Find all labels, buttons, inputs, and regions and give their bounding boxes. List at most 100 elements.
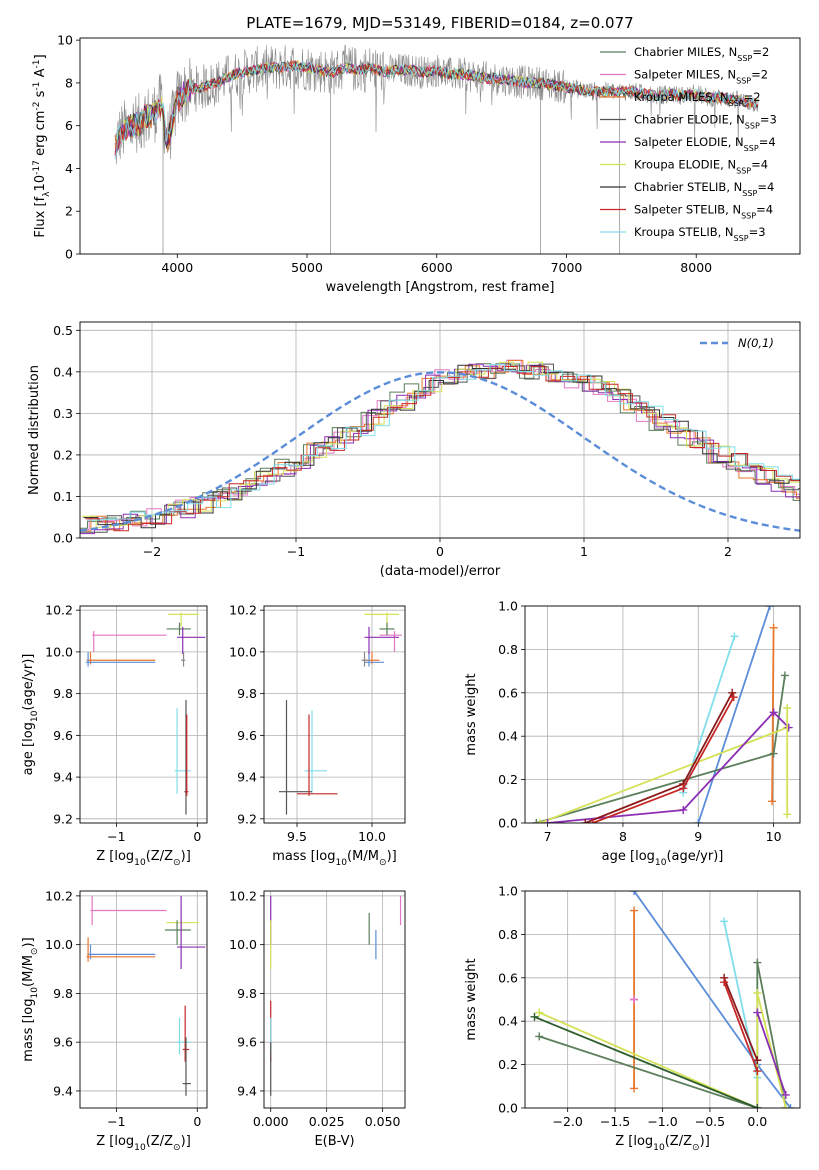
residual-panel-plot-area <box>80 359 800 535</box>
cross-marker <box>781 1090 790 1099</box>
data-point <box>182 1037 191 1096</box>
residual-histogram <box>85 366 800 532</box>
y-tick-label: 0.4 <box>53 364 73 379</box>
weight-line <box>539 726 788 823</box>
weight-vs-age-panel-axes: 7 8 9 10 0.0 0.2 0.4 0.6 0.8 1.0 age [log10(age/yr… <box>464 599 801 868</box>
x-tick-label: −0.5 <box>695 1114 725 1129</box>
x-tick-label: −1 <box>287 544 305 559</box>
data-point <box>92 631 167 652</box>
residual-legend: N(0,1) <box>700 336 774 350</box>
weight-series <box>768 623 778 806</box>
y-tick-label: 9.8 <box>53 686 73 701</box>
data-point <box>177 1017 191 1055</box>
y-tick-label: 10.2 <box>229 603 257 618</box>
weight-series <box>783 703 792 819</box>
mass-vs-extinction-panel-plot-area <box>270 895 402 1096</box>
y-tick-label: 0.0 <box>498 816 518 831</box>
weight-line <box>534 1016 758 1108</box>
legend-entry: Chabrier STELIB, NSSP=4 <box>634 180 774 198</box>
cross-marker <box>786 1104 795 1108</box>
legend-entry: Kroupa ELODIE, NSSP=4 <box>634 158 768 176</box>
data-point <box>364 651 384 667</box>
residual-histogram <box>80 363 800 533</box>
spectrum-panel-axes: 4000 5000 6000 7000 8000 0 2 4 6 8 10 wavelength [A… <box>32 14 801 295</box>
mass-vs-metallicity-panel-axes: −1 0 9.4 9.6 9.8 10.0 10.2 Z [log10(Z/Z⊙)] mass … <box>21 888 208 1153</box>
data-point <box>185 714 189 796</box>
cross-marker <box>694 819 703 823</box>
weight-vs-metallicity-panel-plot-area <box>530 891 795 1108</box>
chart-title: PLATE=1679, MJD=53149, FIBERID=0184, z=0… <box>246 14 633 32</box>
residual-histogram <box>83 364 800 529</box>
data-point <box>166 920 199 931</box>
weight-line <box>723 977 759 1061</box>
weight-vs-age-panel-plot-area <box>532 606 793 823</box>
legend-entry: N(0,1) <box>738 336 774 350</box>
x-tick-label: −1 <box>107 829 125 844</box>
residual-histogram <box>80 359 800 531</box>
cross-marker <box>630 1084 639 1093</box>
cross-marker <box>535 1032 544 1041</box>
data-point <box>86 937 156 962</box>
y-tick-label: 10.2 <box>229 888 257 903</box>
spectrum-panel-ylabel: Flux [fλ10-17 erg cm-2 s-1 A-1] <box>32 54 52 237</box>
weight-line <box>536 675 786 823</box>
spectrum-legend: Chabrier MILES, NSSP=2 Salpeter MILES, NS… <box>600 45 777 243</box>
residual-histogram <box>80 363 800 535</box>
data-point <box>364 626 399 654</box>
data-point <box>181 651 186 667</box>
age-vs-metallicity-panel-xlabel: Z [log10(Z/Z⊙)] <box>96 849 191 868</box>
y-tick-label: 1.0 <box>498 884 518 899</box>
age-vs-metallicity-panel-plot-area <box>85 612 206 815</box>
y-tick-label: 0.0 <box>498 1101 518 1116</box>
y-tick-label: 0.8 <box>498 927 518 942</box>
legend-entry: Salpeter ELODIE, NSSP=4 <box>634 135 776 153</box>
y-tick-label: 9.2 <box>53 811 73 826</box>
spectrum-panel-xlabel: wavelength [Angstrom, rest frame] <box>326 280 555 295</box>
data-point <box>166 622 191 636</box>
cross-marker <box>581 819 590 823</box>
y-tick-label: 10.2 <box>45 603 73 618</box>
cross-marker <box>532 819 541 823</box>
x-tick-label: −1 <box>107 1114 125 1129</box>
weight-series <box>694 606 774 823</box>
data-point <box>379 622 395 636</box>
cross-marker <box>783 703 792 712</box>
spectrum-panel-frame <box>79 37 801 255</box>
weight-series <box>753 1008 790 1099</box>
y-tick-label: 0.4 <box>498 729 518 744</box>
weight-line <box>547 710 790 823</box>
y-tick-label: 0.8 <box>498 642 518 657</box>
residual-panel-axes: −2 −1 0 1 2 0.0 0.1 0.2 0.3 0.4 0.5 (data-model)/er… <box>27 321 801 579</box>
x-tick-label: 5000 <box>291 260 323 275</box>
cross-marker <box>535 1008 544 1017</box>
y-tick-label: 9.4 <box>237 1083 257 1098</box>
mass-vs-metallicity-panel-plot-area <box>86 895 206 1096</box>
x-tick-label: 0 <box>193 1114 201 1129</box>
cross-marker <box>530 1012 539 1021</box>
cross-marker <box>630 891 639 895</box>
data-point <box>168 612 199 627</box>
age-vs-mass-panel-grid <box>264 606 405 823</box>
mass-vs-metallicity-panel-grid <box>80 891 207 1108</box>
mass-vs-extinction-panel-xlabel: E(B-V) <box>314 1134 354 1149</box>
age-vs-metallicity-panel-frame <box>79 605 208 824</box>
x-tick-label: 0.050 <box>365 1114 401 1129</box>
legend-entry: Chabrier ELODIE, NSSP=3 <box>634 113 777 131</box>
mass-vs-extinction-panel-grid <box>264 891 405 1108</box>
age-vs-mass-panel-xlabel: mass [log10(M/M⊙)] <box>272 849 396 868</box>
y-tick-label: 9.4 <box>237 770 257 785</box>
age-vs-metallicity-panel-grid <box>80 606 207 823</box>
y-tick-label: 10.0 <box>45 644 73 659</box>
y-tick-label: 9.6 <box>53 728 73 743</box>
cross-marker <box>765 606 774 610</box>
cross-marker <box>753 988 762 997</box>
cross-marker <box>536 819 545 823</box>
weight-vs-age-panel-xlabel: age [log10(age/yr)] <box>602 849 724 868</box>
weight-series <box>720 978 762 1076</box>
residual-panel-xlabel: (data-model)/error <box>380 564 501 579</box>
cross-marker <box>679 805 688 814</box>
x-tick-label: 8 <box>619 829 627 844</box>
x-tick-label: 6000 <box>421 260 453 275</box>
weight-line <box>538 992 787 1108</box>
x-tick-label: 0.0 <box>747 1114 767 1129</box>
